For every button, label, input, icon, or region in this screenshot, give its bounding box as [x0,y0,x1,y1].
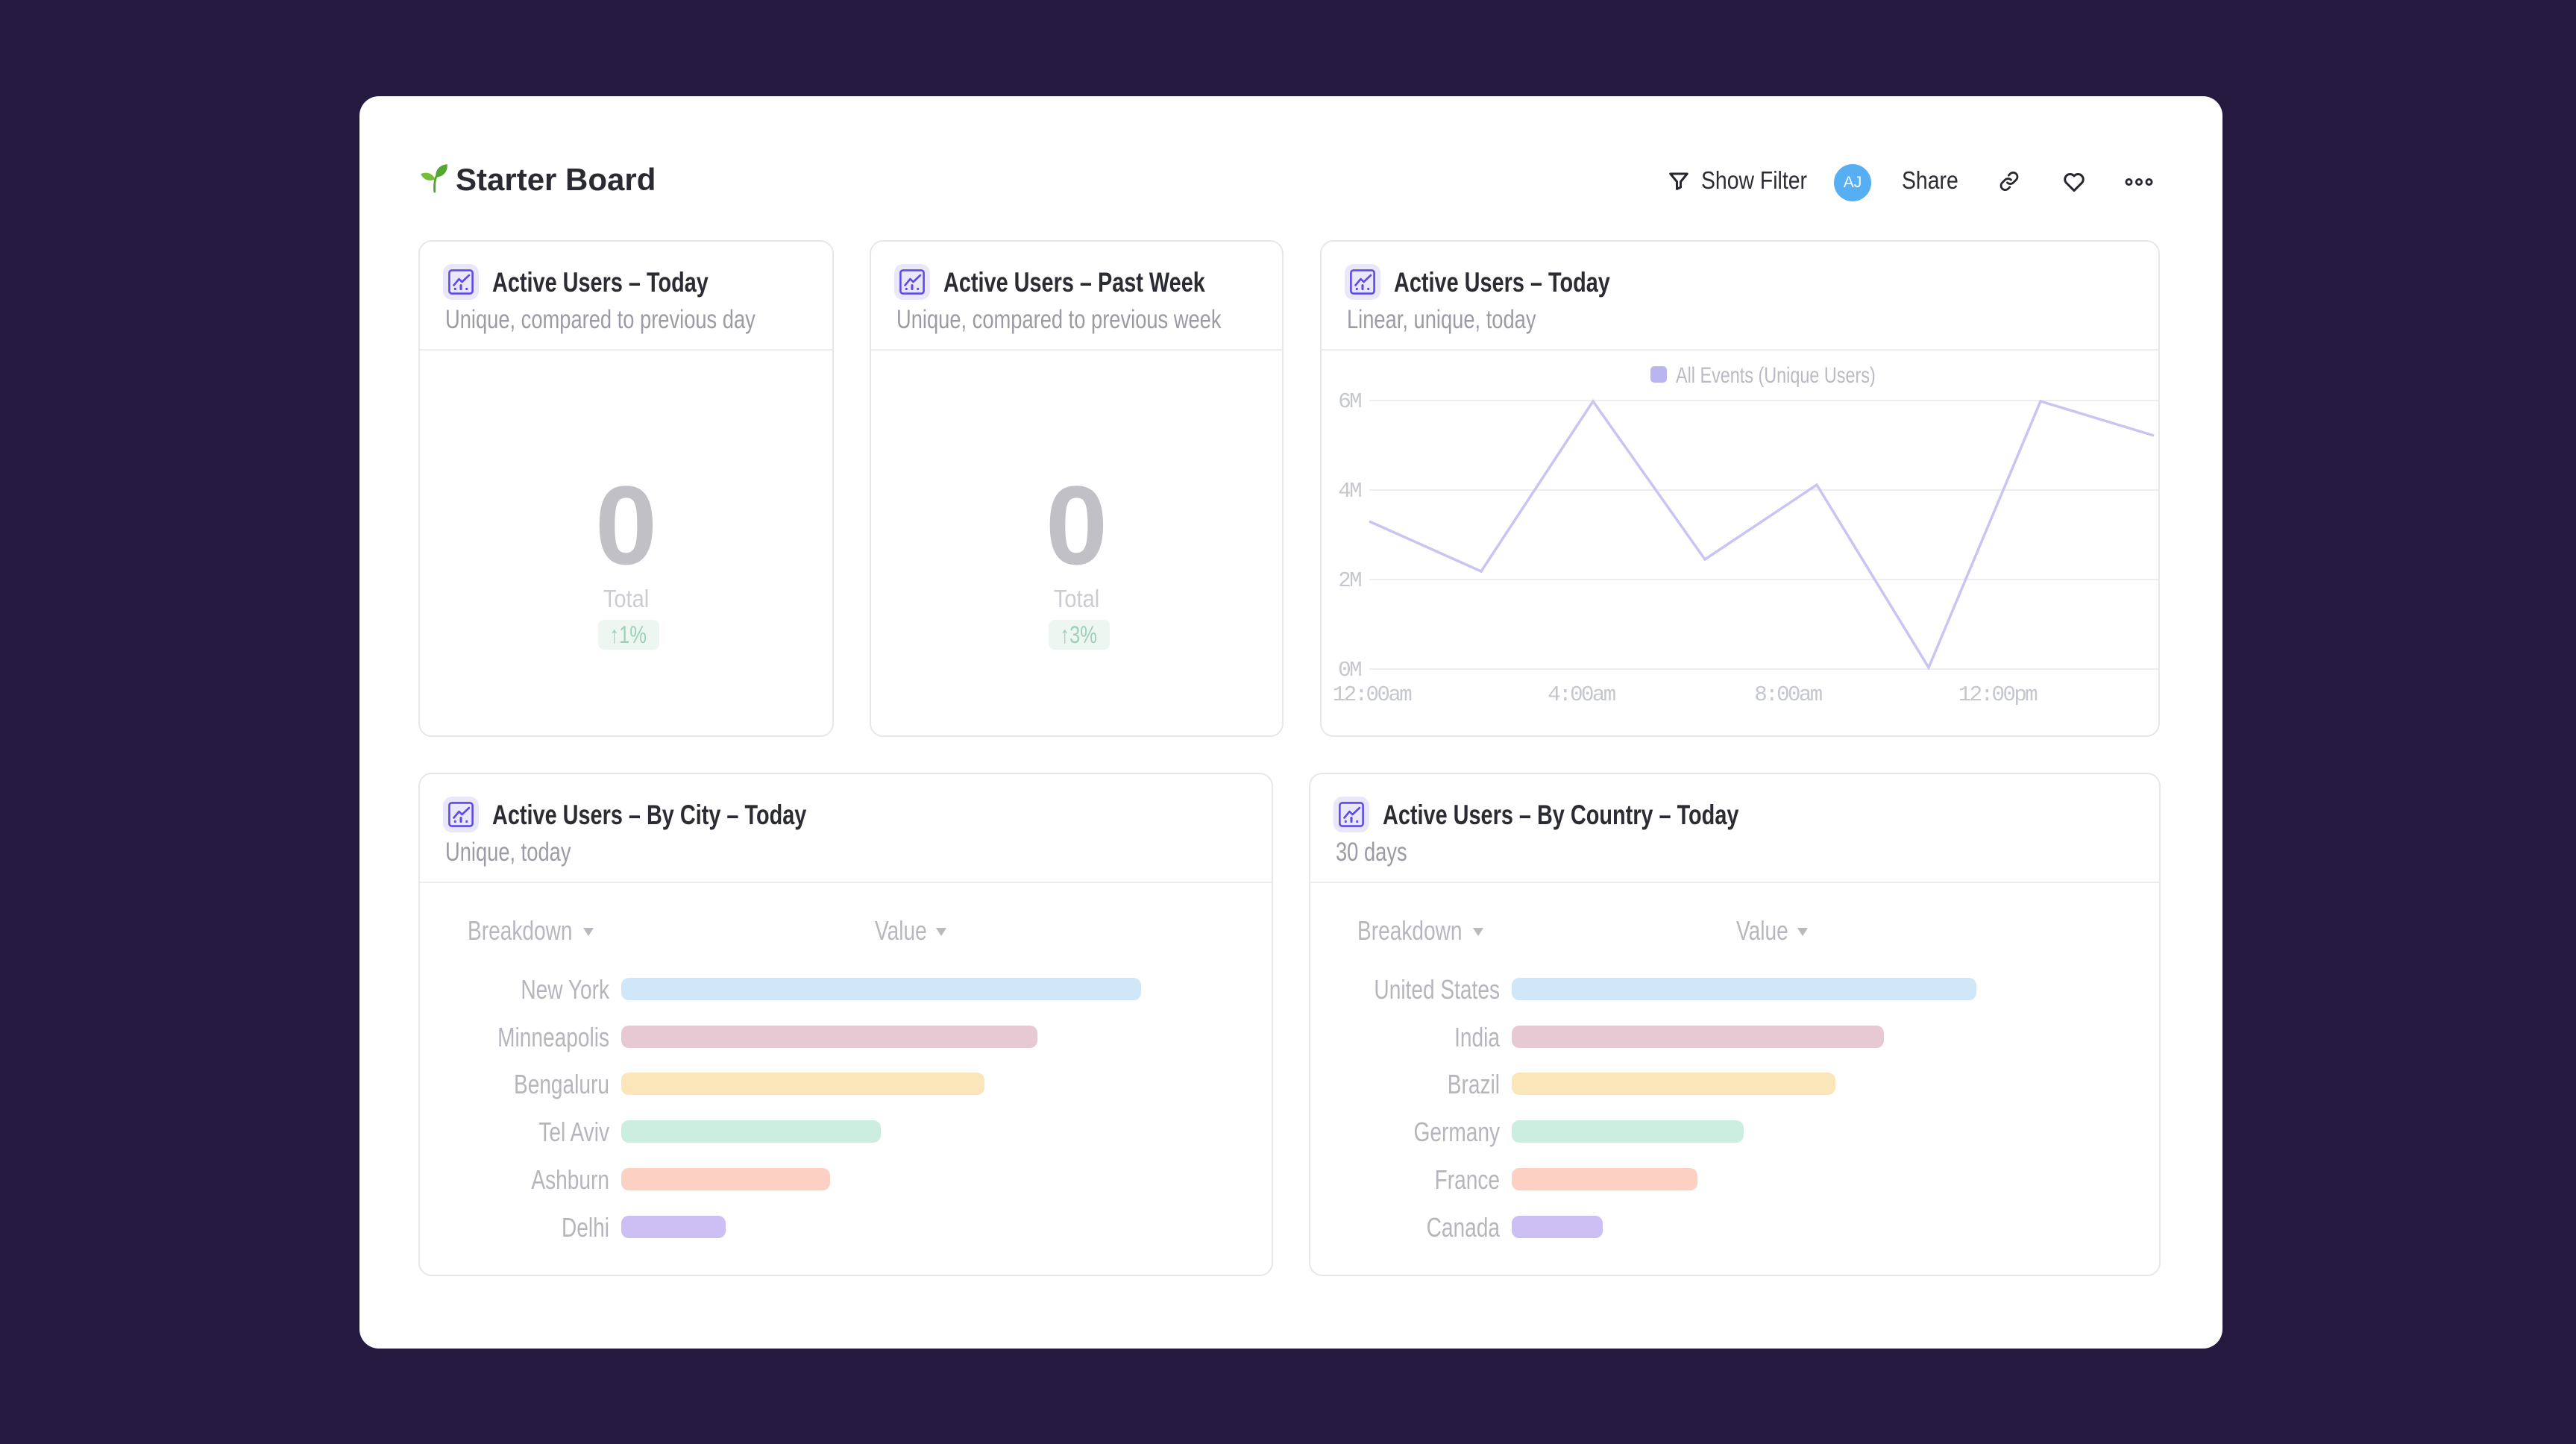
svg-text:2M: 2M [1338,568,1361,593]
svg-text:4M: 4M [1338,479,1361,503]
svg-text:12:00pm: 12:00pm [1958,682,2037,707]
svg-text:8:00am: 8:00am [1754,682,1822,707]
svg-text:0M: 0M [1338,658,1361,682]
svg-text:12:00am: 12:00am [1333,682,1411,707]
svg-text:6M: 6M [1338,389,1361,414]
svg-text:4:00am: 4:00am [1548,682,1615,707]
svg-text:All Events (Unique Users): All Events (Unique Users) [1676,362,1876,387]
